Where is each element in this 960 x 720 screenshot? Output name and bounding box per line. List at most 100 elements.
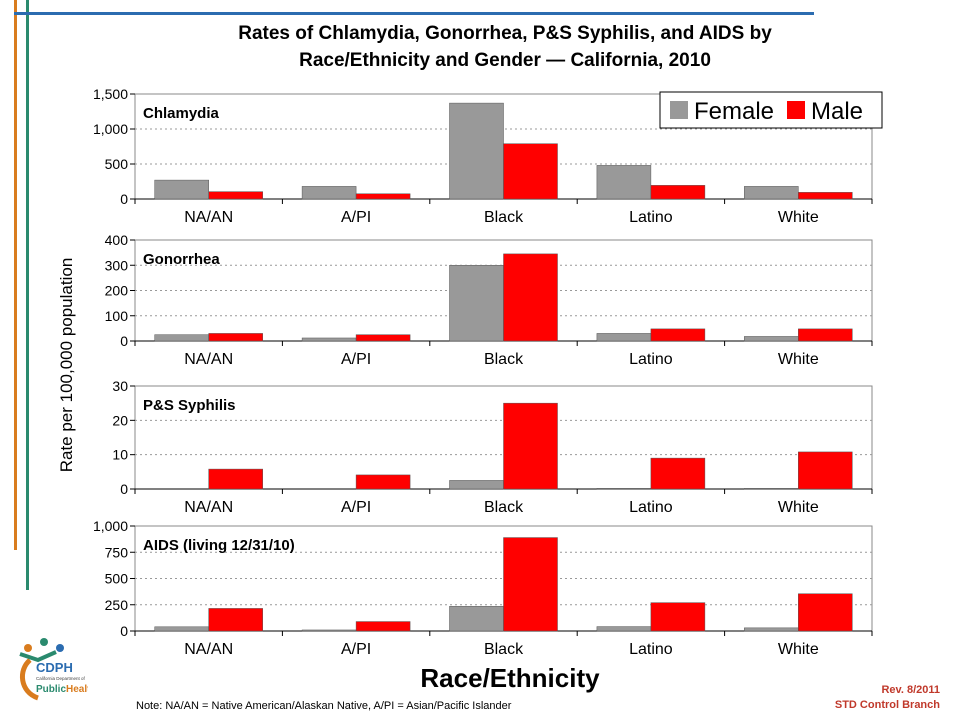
branch-name: STD Control Branch	[834, 699, 940, 711]
y-tick-label: 20	[112, 412, 128, 428]
x-tick-label: Black	[484, 351, 524, 368]
x-tick-label: White	[778, 209, 819, 226]
bar-male	[798, 192, 853, 200]
x-tick-label: Latino	[629, 499, 673, 516]
bar-female	[154, 626, 209, 632]
chart-title-line-2: Race/Ethnicity and Gender — California, …	[299, 50, 711, 71]
y-tick-label: 200	[105, 283, 129, 299]
panel-label: Gonorrhea	[143, 251, 220, 268]
bar-male	[503, 402, 558, 490]
bar-male	[208, 608, 263, 632]
bar-male	[355, 621, 411, 632]
accent-line-green	[26, 0, 29, 590]
chart-title-line-1: Rates of Chlamydia, Gonorrhea, P&S Syphi…	[238, 23, 772, 44]
bar-male	[650, 185, 706, 200]
bar-female	[596, 488, 652, 490]
chart-title: Rates of Chlamydia, Gonorrhea, P&S Syphi…	[110, 20, 900, 74]
x-tick-label: NA/AN	[184, 641, 233, 658]
y-tick-label: 500	[105, 571, 129, 587]
y-tick-label: 10	[112, 447, 128, 463]
bar-female	[301, 186, 357, 200]
bar-male	[650, 457, 706, 490]
x-axis-label: Race/Ethnicity	[420, 663, 600, 693]
x-tick-label: Latino	[629, 641, 673, 658]
panel-label: Chlamydia	[143, 105, 220, 122]
bar-male	[503, 537, 558, 632]
x-tick-label: A/PI	[341, 641, 371, 658]
bar-female	[154, 179, 209, 200]
bar-female	[301, 629, 357, 632]
bar-female	[596, 626, 652, 632]
legend-swatch-female	[670, 101, 688, 119]
svg-text:California Department of: California Department of	[36, 676, 86, 681]
bar-female	[596, 165, 652, 200]
x-tick-label: Latino	[629, 351, 673, 368]
x-tick-label: White	[778, 351, 819, 368]
x-tick-label: Black	[484, 499, 524, 516]
y-tick-label: 1,000	[93, 518, 128, 534]
x-tick-label: A/PI	[341, 499, 371, 516]
bar-female	[449, 606, 504, 632]
cdph-logo: CDPH California Department of PublicHeal…	[19, 638, 88, 701]
bar-male	[798, 451, 853, 490]
y-tick-label: 250	[105, 597, 129, 613]
bar-male	[798, 328, 853, 342]
legend-box	[659, 91, 883, 129]
legend-swatch-male	[787, 101, 805, 119]
accent-line-blue	[14, 12, 814, 15]
bar-female	[744, 488, 799, 490]
svg-text:CDPH: CDPH	[36, 660, 73, 675]
y-axis-label: Rate per 100,000 population	[57, 258, 76, 473]
bar-male	[208, 333, 263, 342]
bar-female	[744, 627, 799, 632]
panel-label: P&S Syphilis	[143, 397, 236, 414]
y-tick-label: 0	[120, 481, 128, 497]
x-tick-label: NA/AN	[184, 351, 233, 368]
y-tick-label: 400	[105, 232, 129, 248]
bar-male	[355, 474, 411, 490]
bar-male	[503, 143, 558, 200]
x-tick-label: Black	[484, 209, 524, 226]
bar-female	[744, 336, 799, 342]
y-tick-label: 1,000	[93, 121, 128, 137]
x-tick-label: A/PI	[341, 209, 371, 226]
bar-female	[154, 334, 209, 342]
y-tick-label: 750	[105, 544, 129, 560]
y-tick-label: 30	[112, 378, 128, 394]
panel-label: AIDS (living 12/31/10)	[143, 537, 295, 554]
x-tick-label: Black	[484, 641, 524, 658]
legend-label: Male	[811, 98, 863, 125]
bar-male	[650, 328, 706, 342]
y-tick-label: 500	[105, 156, 129, 172]
x-tick-label: A/PI	[341, 351, 371, 368]
accent-line-orange	[14, 0, 17, 550]
bar-male	[355, 193, 411, 200]
y-tick-label: 0	[120, 623, 128, 639]
bar-male	[355, 334, 411, 342]
bar-female	[301, 337, 357, 342]
y-tick-label: 100	[105, 308, 129, 324]
bar-male	[208, 468, 263, 490]
bar-male	[798, 593, 853, 632]
bar-male	[208, 191, 263, 200]
x-tick-label: White	[778, 499, 819, 516]
revision-block: Rev. 8/2011 STD Control Branch	[835, 683, 940, 713]
bar-female	[744, 186, 799, 200]
x-tick-label: White	[778, 641, 819, 658]
bar-female	[449, 102, 504, 200]
bar-male	[503, 253, 558, 342]
x-tick-label: Latino	[629, 209, 673, 226]
svg-text:PublicHealth: PublicHealth	[36, 684, 88, 695]
revision-date: Rev. 8/2011	[881, 684, 940, 696]
x-tick-label: NA/AN	[184, 209, 233, 226]
bar-female	[596, 333, 652, 342]
y-tick-label: 0	[120, 333, 128, 349]
bar-female	[449, 480, 504, 490]
footnote: Note: NA/AN = Native American/Alaskan Na…	[136, 700, 512, 712]
x-tick-label: NA/AN	[184, 499, 233, 516]
bar-female	[449, 265, 504, 342]
y-tick-label: 0	[120, 191, 128, 207]
bar-male	[650, 602, 706, 632]
legend-label: Female	[694, 98, 774, 125]
y-tick-label: 1,500	[93, 86, 128, 102]
